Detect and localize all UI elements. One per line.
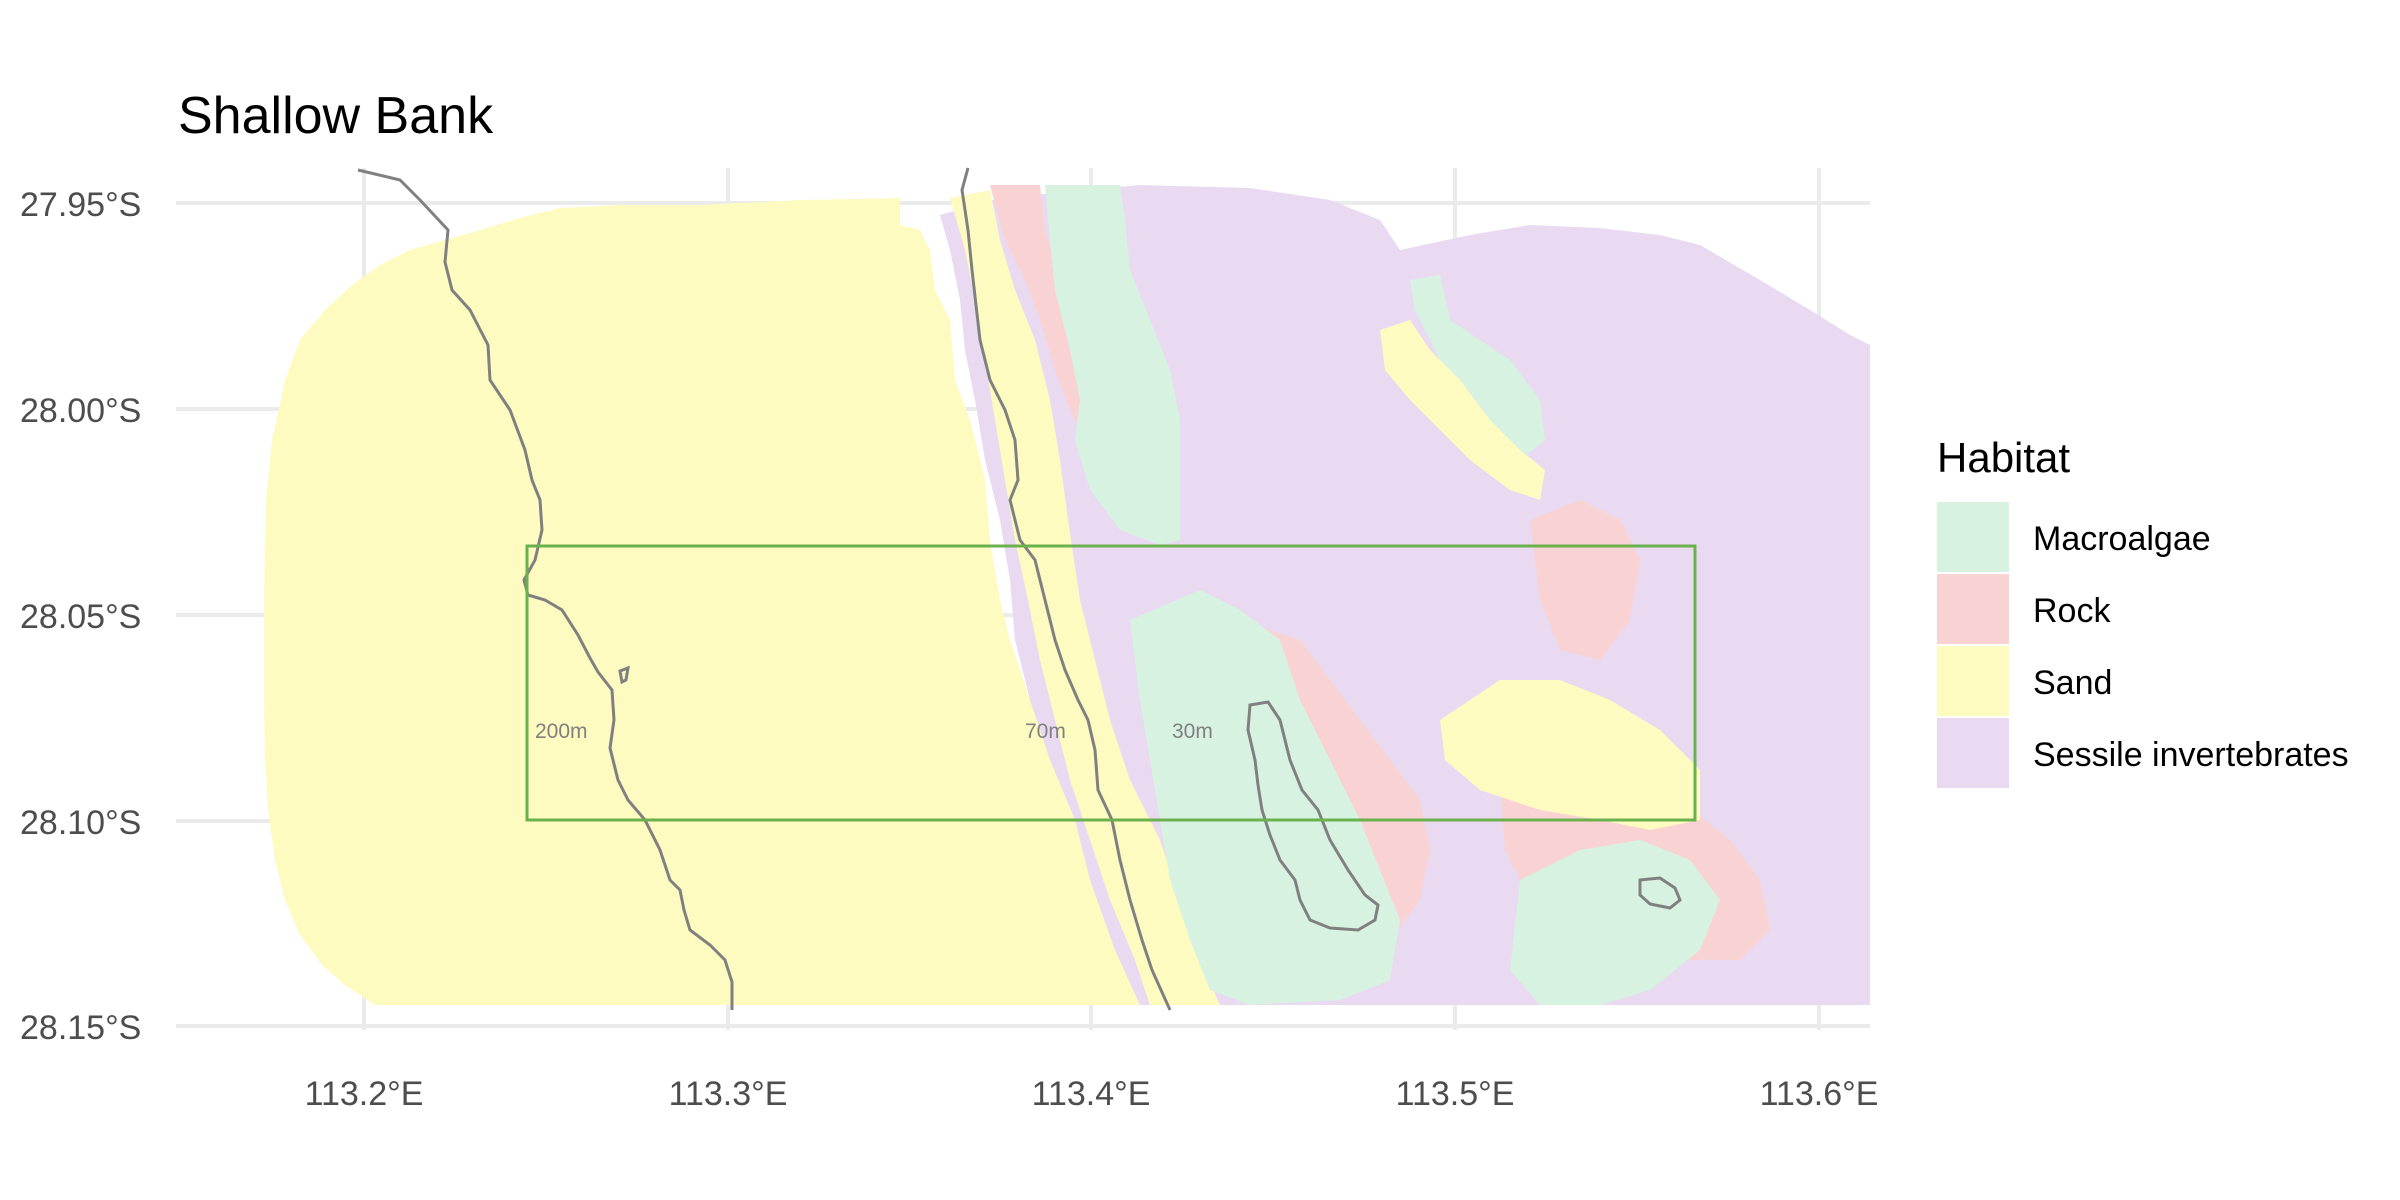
legend-key-sand: [1937, 646, 2009, 716]
depth-contours: [357, 167, 1682, 1011]
y-tick-label: 28.05°S: [20, 598, 141, 636]
x-tick-label: 113.4°E: [1032, 1075, 1151, 1113]
sand-patch-northeast: [1380, 320, 1545, 500]
contour-line-70m: [960, 167, 1172, 1011]
sand-region-west: [264, 198, 1170, 1005]
contour-line-200m: [357, 168, 734, 1010]
y-tick-label: 28.00°S: [20, 392, 141, 430]
macroalgae-northeast: [1410, 275, 1545, 460]
sand-patch-east: [1440, 680, 1700, 830]
macroalgae-bank: [1130, 590, 1400, 1005]
legend-label: Macroalgae: [2033, 520, 2211, 558]
x-tick-label: 113.2°E: [305, 1075, 424, 1113]
contour-line-30m: [1246, 700, 1380, 932]
rock-patch-east: [1530, 500, 1640, 660]
legend-key-rock: [1937, 574, 2009, 644]
habitat-raster: [264, 185, 1870, 1005]
legend-label: Sand: [2033, 664, 2112, 702]
legend-label: Rock: [2033, 592, 2111, 630]
contour-line-200m-islet: [618, 665, 630, 685]
legend-key-macroalgae: [1937, 502, 2009, 572]
contour-label-200m: 200m: [535, 720, 588, 743]
rock-strip-north: [990, 185, 1095, 440]
sand-strip-middle: [950, 190, 1220, 1005]
x-tick-label: 113.3°E: [669, 1075, 788, 1113]
contour-label-30m: 30m: [1172, 720, 1213, 743]
macroalgae-strip-north: [1045, 185, 1180, 545]
contour-label-70m: 70m: [1025, 720, 1066, 743]
y-tick-label: 28.15°S: [20, 1009, 141, 1047]
y-tick-label: 27.95°S: [20, 186, 141, 224]
contour-line-30m-islet: [1638, 876, 1682, 910]
x-tick-label: 113.6°E: [1760, 1075, 1879, 1113]
legend-label: Sessile invertebrates: [2033, 736, 2349, 774]
legend-key-sessile: [1937, 718, 2009, 788]
y-tick-label: 28.10°S: [20, 804, 141, 842]
legend-title: Habitat: [1937, 434, 2070, 481]
legend: Habitat Macroalgae Rock Sand Sessile inv…: [1937, 434, 2349, 788]
map-title: Shallow Bank: [178, 87, 494, 145]
x-tick-label: 113.5°E: [1396, 1075, 1515, 1113]
study-area-box: [525, 544, 1697, 822]
